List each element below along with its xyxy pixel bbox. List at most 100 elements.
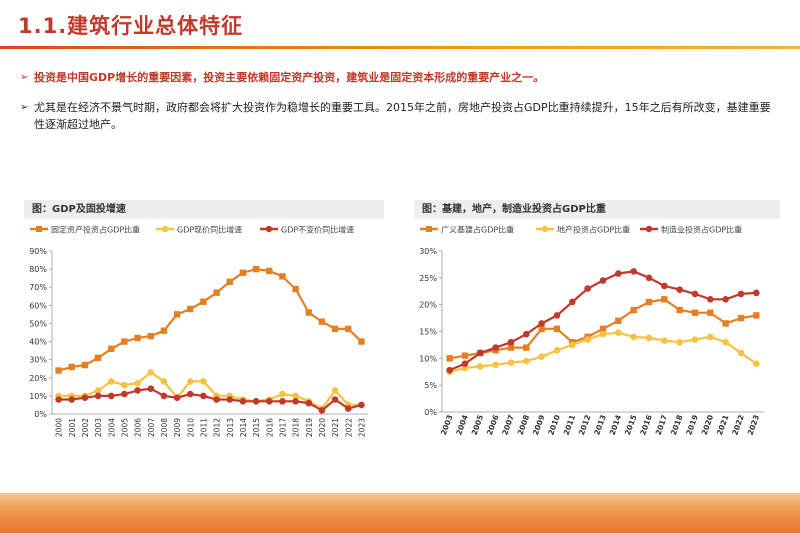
y-tick-label: 0% (424, 408, 437, 417)
x-tick-label: 2009 (531, 414, 547, 437)
data-point (239, 398, 247, 405)
data-point (134, 387, 141, 394)
x-tick-label: 2014 (608, 414, 624, 437)
x-tick-label: 2012 (213, 418, 222, 437)
bullet-text-1: 投资是中国GDP增长的重要因素，投资主要依赖固定资产投资，建筑业是固定资本形成的… (34, 71, 545, 84)
x-tick-label: 2020 (700, 414, 716, 437)
data-point (584, 285, 591, 292)
data-point (707, 296, 714, 303)
data-point (107, 392, 115, 400)
x-tick-label: 2003 (439, 414, 455, 437)
legend-marker (161, 225, 169, 233)
series-line (449, 270, 757, 372)
data-point (226, 396, 234, 403)
x-tick-label: 2009 (173, 418, 182, 437)
data-point (186, 378, 194, 385)
x-tick-label: 2017 (654, 414, 670, 437)
data-point (615, 317, 622, 324)
data-point (107, 378, 115, 385)
x-tick-label: 2022 (730, 414, 746, 437)
chart-title-gdp: 图：GDP及固投增速 (24, 200, 384, 219)
x-tick-label: 2008 (160, 418, 169, 437)
data-point (345, 325, 352, 333)
data-point (200, 378, 207, 385)
data-point (630, 306, 637, 314)
data-point (331, 396, 339, 403)
x-tick-label: 2007 (500, 414, 516, 437)
x-tick-label: 2004 (454, 414, 470, 437)
data-point (630, 268, 637, 275)
data-point (318, 407, 326, 414)
data-point (722, 296, 729, 303)
x-tick-label: 2008 (516, 414, 532, 437)
x-tick-label: 2021 (331, 418, 340, 437)
y-tick-label: 60% (29, 301, 47, 310)
data-point (147, 332, 154, 340)
data-point (252, 265, 260, 273)
series-line (58, 387, 362, 412)
data-point (553, 325, 561, 333)
data-point (55, 367, 62, 374)
x-tick-label: 2016 (265, 418, 274, 437)
y-tick-label: 90% (29, 247, 47, 256)
x-tick-label: 2020 (318, 418, 327, 437)
data-point (446, 355, 453, 362)
data-point (461, 352, 469, 359)
data-point (292, 392, 299, 400)
arrow-bullet-icon: ➢ (20, 102, 29, 113)
x-tick-label: 2018 (292, 418, 301, 437)
x-tick-label: 2015 (623, 414, 639, 437)
data-point (645, 298, 653, 306)
x-tick-label: 2013 (226, 418, 235, 437)
data-point (344, 405, 352, 412)
x-tick-label: 2015 (252, 418, 261, 437)
data-point (599, 330, 607, 338)
data-point (200, 298, 207, 305)
data-point (599, 325, 607, 333)
x-tick-label: 2010 (546, 414, 562, 437)
data-point (753, 360, 760, 367)
data-point (553, 346, 561, 354)
legend-label: GDP现价同比增速 (177, 225, 242, 235)
data-point (691, 290, 699, 298)
data-point (134, 334, 141, 342)
x-tick-label: 2011 (199, 418, 208, 437)
data-point (266, 267, 273, 275)
data-point (200, 392, 207, 400)
data-point (186, 390, 194, 398)
data-point (507, 338, 515, 346)
x-tick-label: 2016 (638, 414, 654, 437)
page-title: 1.1.建筑行业总体特征 (18, 14, 244, 38)
data-point (707, 309, 714, 316)
data-point (160, 327, 168, 334)
data-point (523, 330, 530, 338)
data-point (661, 296, 668, 303)
data-point (213, 396, 220, 403)
y-tick-label: 40% (29, 338, 47, 347)
data-point (737, 290, 745, 298)
x-tick-label: 2002 (81, 418, 90, 437)
series-line (58, 370, 362, 411)
legend-marker (541, 225, 549, 233)
x-tick-label: 2004 (107, 418, 116, 437)
x-tick-label: 2006 (485, 414, 501, 437)
data-point (265, 398, 273, 405)
data-point (691, 309, 699, 316)
data-point (569, 341, 576, 349)
y-tick-label: 20% (29, 374, 47, 383)
data-point (446, 366, 453, 374)
data-point (523, 357, 530, 365)
data-point (737, 349, 745, 357)
bullet-text-2: 尤其是在经济不景气时期，政府都会将扩大投资作为稳增长的重要工具。2015年之前，… (34, 101, 771, 131)
y-tick-label: 80% (29, 265, 47, 274)
data-point (584, 336, 591, 343)
x-tick-label: 2021 (715, 414, 731, 437)
chart-legend: 固定资产投资占GDP比重 GDP现价同比增速 GDP不变价同比增速 (30, 225, 354, 235)
data-point (661, 337, 668, 344)
data-point (331, 387, 339, 394)
data-point (523, 344, 530, 351)
y-tick-label: 0% (34, 410, 47, 419)
data-point (538, 325, 545, 333)
data-point (722, 320, 729, 327)
data-point (553, 312, 561, 319)
